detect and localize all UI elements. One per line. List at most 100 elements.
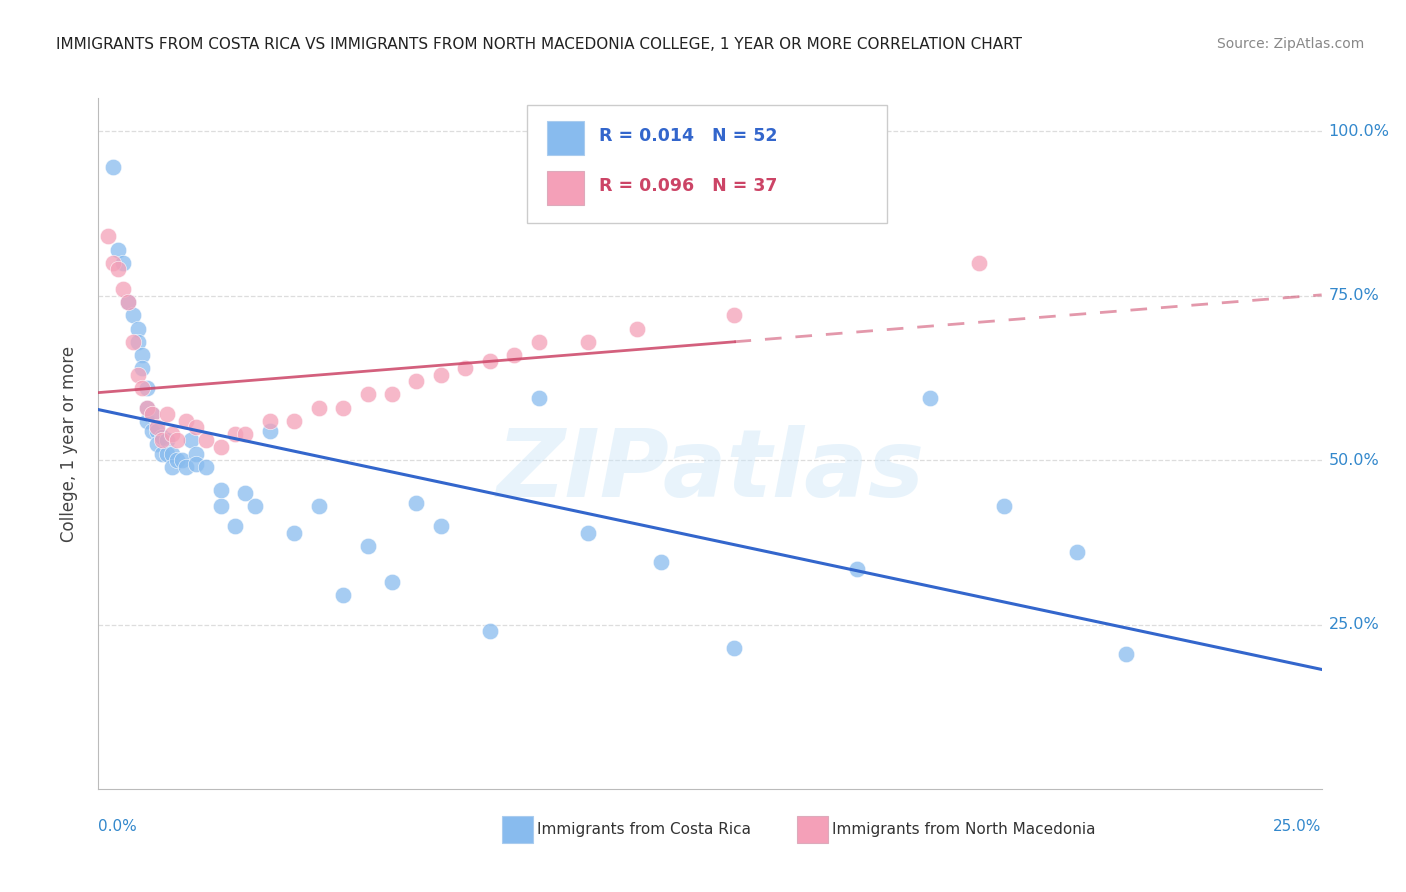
Point: [131, 381, 153, 395]
Point: [170, 453, 193, 467]
Point: [141, 407, 163, 421]
Point: [478, 624, 501, 639]
Point: [224, 426, 246, 441]
Point: [845, 562, 868, 576]
Text: Immigrants from Costa Rica: Immigrants from Costa Rica: [537, 822, 751, 837]
Point: [146, 420, 169, 434]
FancyBboxPatch shape: [526, 105, 887, 222]
Point: [381, 387, 404, 401]
Point: [332, 401, 354, 415]
Y-axis label: College, 1 year or more: College, 1 year or more: [59, 346, 77, 541]
Point: [150, 430, 173, 444]
Point: [209, 440, 232, 454]
Point: [160, 426, 183, 441]
Point: [121, 334, 143, 349]
Point: [127, 321, 149, 335]
Point: [650, 555, 672, 569]
Point: [141, 407, 163, 421]
Point: [576, 525, 599, 540]
Point: [993, 500, 1015, 514]
Text: IMMIGRANTS FROM COSTA RICA VS IMMIGRANTS FROM NORTH MACEDONIA COLLEGE, 1 YEAR OR: IMMIGRANTS FROM COSTA RICA VS IMMIGRANTS…: [56, 37, 1022, 53]
Point: [111, 256, 134, 270]
Point: [141, 424, 163, 438]
Text: ZIPatlas: ZIPatlas: [496, 425, 924, 517]
Point: [430, 368, 453, 382]
Point: [186, 457, 208, 471]
Point: [356, 539, 378, 553]
Point: [527, 334, 550, 349]
Point: [967, 256, 990, 270]
Point: [527, 391, 550, 405]
Point: [308, 401, 330, 415]
Text: 25.0%: 25.0%: [1274, 820, 1322, 834]
Text: 0.0%: 0.0%: [98, 820, 138, 834]
Point: [1066, 545, 1088, 559]
Text: R = 0.014   N = 52: R = 0.014 N = 52: [599, 128, 778, 145]
Point: [127, 334, 149, 349]
Point: [136, 401, 159, 415]
Point: [136, 414, 159, 428]
Point: [626, 321, 648, 335]
Point: [381, 575, 404, 590]
Point: [97, 229, 120, 244]
Point: [117, 295, 139, 310]
Point: [454, 361, 477, 376]
Point: [146, 424, 169, 438]
Point: [136, 401, 159, 415]
Point: [101, 161, 124, 175]
Point: [186, 420, 208, 434]
Point: [723, 309, 745, 323]
Point: [131, 361, 153, 376]
Point: [186, 447, 208, 461]
Point: [259, 424, 281, 438]
Point: [356, 387, 378, 401]
Point: [224, 519, 246, 533]
Point: [1115, 648, 1137, 662]
Point: [430, 519, 453, 533]
Point: [195, 434, 218, 448]
Point: [156, 447, 179, 461]
Point: [117, 295, 139, 310]
Point: [576, 334, 599, 349]
Point: [332, 588, 354, 602]
Point: [283, 525, 305, 540]
Text: Immigrants from North Macedonia: Immigrants from North Macedonia: [832, 822, 1095, 837]
Point: [156, 434, 179, 448]
Text: R = 0.096   N = 37: R = 0.096 N = 37: [599, 177, 778, 195]
Point: [308, 500, 330, 514]
Point: [209, 483, 232, 497]
Point: [107, 262, 129, 277]
Text: 75.0%: 75.0%: [1329, 288, 1379, 303]
Bar: [547, 170, 583, 205]
Point: [233, 426, 256, 441]
Point: [195, 459, 218, 474]
Point: [111, 282, 134, 296]
Point: [259, 414, 281, 428]
Point: [209, 500, 232, 514]
Point: [150, 447, 173, 461]
Point: [101, 256, 124, 270]
Point: [107, 243, 129, 257]
Point: [180, 434, 202, 448]
Bar: [547, 121, 583, 155]
Point: [166, 453, 188, 467]
Point: [156, 407, 179, 421]
Text: Source: ZipAtlas.com: Source: ZipAtlas.com: [1216, 37, 1364, 52]
Point: [146, 437, 169, 451]
Text: 100.0%: 100.0%: [1329, 123, 1389, 138]
Point: [127, 368, 149, 382]
Text: 50.0%: 50.0%: [1329, 453, 1379, 467]
Point: [723, 640, 745, 655]
Point: [283, 414, 305, 428]
Point: [176, 414, 198, 428]
Point: [176, 459, 198, 474]
Point: [233, 486, 256, 500]
Point: [160, 447, 183, 461]
Point: [503, 348, 526, 362]
Point: [150, 434, 173, 448]
Point: [920, 391, 942, 405]
Point: [160, 459, 183, 474]
Point: [166, 434, 188, 448]
Point: [405, 496, 427, 510]
Text: 25.0%: 25.0%: [1329, 617, 1379, 632]
